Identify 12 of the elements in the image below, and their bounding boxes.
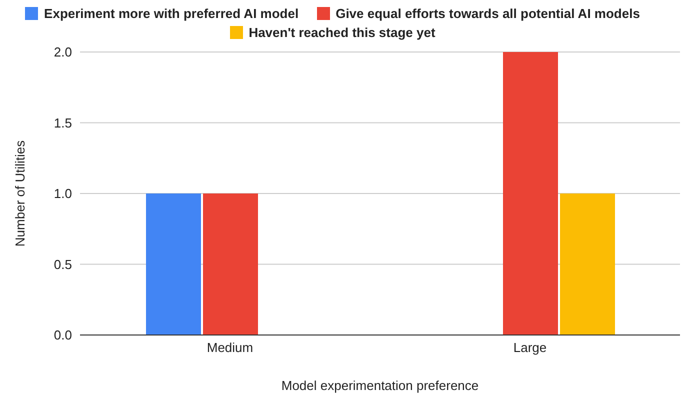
y-tick-label: 2.0 bbox=[54, 44, 72, 60]
y-tick-label: 0.5 bbox=[54, 256, 72, 272]
legend-label: Give equal efforts towards all potential AI models bbox=[336, 6, 640, 21]
x-tick-label: Large bbox=[513, 340, 547, 356]
legend-label: Haven't reached this stage yet bbox=[248, 25, 436, 40]
y-axis-title: Number of Utilities bbox=[12, 140, 28, 247]
x-tick-label: Medium bbox=[206, 340, 254, 356]
legend-label: Experiment more with preferred AI model bbox=[44, 6, 299, 21]
y-tick-label: 1.0 bbox=[54, 186, 72, 202]
y-tick-label: 0.0 bbox=[54, 328, 72, 343]
y-tick-label: 1.5 bbox=[54, 115, 72, 130]
x-axis-title: Model experimentation preference bbox=[281, 378, 479, 393]
